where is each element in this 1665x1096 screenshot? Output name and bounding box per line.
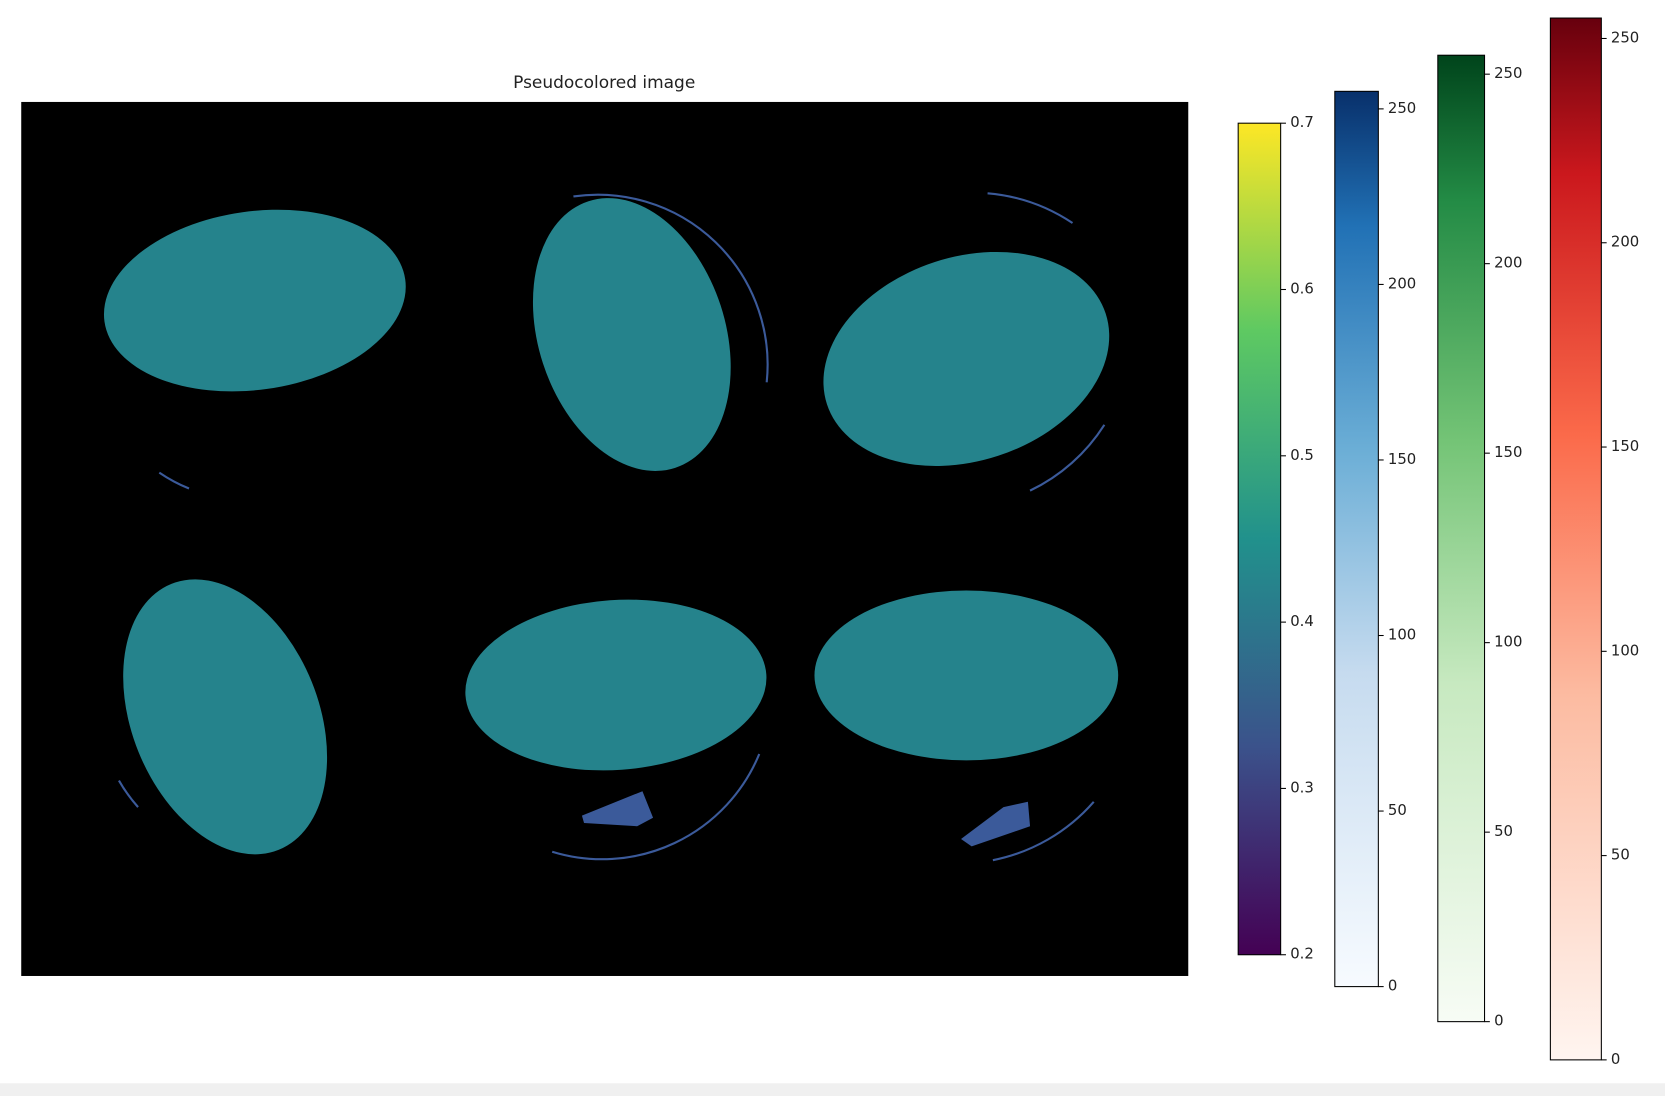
colorbar-tick-label: 50	[1494, 822, 1513, 840]
chart-title: Pseudocolored image	[513, 73, 695, 93]
speck	[961, 801, 1031, 847]
image-specks	[581, 791, 1031, 847]
colorbar-tick-label: 150	[1611, 437, 1639, 455]
colorbar-tick-label: 0	[1494, 1012, 1503, 1030]
colorbar-tick-label: 0.3	[1290, 778, 1314, 796]
arc	[118, 780, 139, 808]
colorbar-tick-label: 200	[1494, 254, 1522, 272]
colorbar-tick-label: 50	[1611, 846, 1630, 864]
object	[814, 590, 1119, 761]
object	[123, 579, 328, 855]
colorbar-tick-label: 0.4	[1290, 612, 1314, 630]
colorbar-tick-label: 0.5	[1290, 446, 1314, 464]
arc	[1029, 424, 1106, 492]
arc	[573, 193, 769, 383]
object	[465, 599, 767, 771]
image-arcs	[118, 192, 1106, 862]
image	[21, 101, 1189, 976]
figure-body: Pseudocolored image	[0, 17, 1665, 1096]
colorbar	[1437, 54, 1486, 1023]
colorbar-tick-label: 250	[1388, 99, 1416, 117]
speck	[581, 791, 654, 827]
colorbar	[1237, 122, 1282, 956]
colorbar-tick-label: 150	[1388, 450, 1416, 468]
arc	[158, 471, 190, 490]
colorbar-tick-label: 250	[1494, 64, 1522, 82]
colorbar-tick-label: 200	[1611, 233, 1639, 251]
arc	[992, 801, 1095, 862]
bottom-strip	[0, 1083, 1665, 1096]
colorbar-tick-label: 0.2	[1290, 945, 1314, 963]
object	[823, 251, 1110, 466]
colorbar-tick-label: 150	[1494, 443, 1522, 461]
colorbar-tick-label: 250	[1611, 28, 1639, 46]
colorbar-tick-label: 100	[1494, 633, 1522, 651]
colorbar-tick-label: 0.6	[1290, 280, 1314, 298]
colorbar-tick-label: 100	[1388, 626, 1416, 644]
object	[103, 209, 406, 392]
colorbar-tick-label: 0	[1611, 1050, 1620, 1068]
colorbar-tick-label: 0.7	[1290, 113, 1314, 131]
colorbar	[1549, 17, 1602, 1061]
object	[532, 198, 731, 471]
colorbar-tick-label: 0	[1388, 977, 1397, 995]
colorbar	[1334, 90, 1379, 988]
colorbar-tick-label: 100	[1611, 641, 1639, 659]
colorbar-tick-label: 200	[1388, 274, 1416, 292]
colorbar-tick-label: 50	[1388, 801, 1407, 819]
arc	[987, 192, 1074, 224]
image-objects	[103, 198, 1119, 855]
arc	[551, 753, 761, 861]
